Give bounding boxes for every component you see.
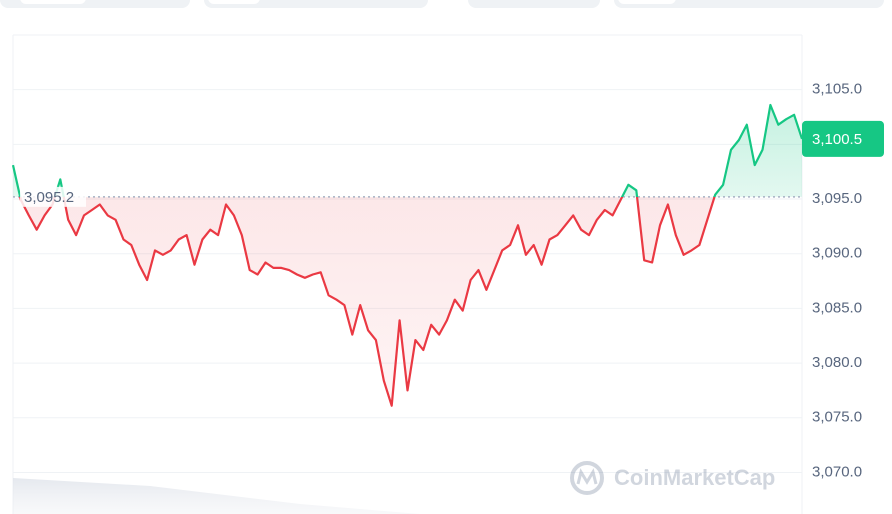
price-area: [13, 105, 802, 406]
baseline-label-bg: [20, 186, 86, 207]
watermark-text: CoinMarketCap: [614, 465, 775, 490]
volume-shade: [13, 478, 420, 514]
tab[interactable]: [204, 0, 428, 8]
y-tick-label: 3,070.0: [812, 463, 862, 480]
baseline-label: 3,095.2: [24, 189, 74, 206]
tab[interactable]: [614, 0, 884, 8]
y-tick-label: 3,105.0: [812, 81, 862, 98]
tab-active[interactable]: [618, 0, 676, 4]
y-tick-label: 3,090.0: [812, 245, 862, 262]
y-tick-label: 3,080.0: [812, 354, 862, 371]
plot: [11, 103, 804, 407]
y-tick-label: 3,085.0: [812, 299, 862, 316]
tab[interactable]: [468, 0, 600, 8]
y-tick-label: 3,095.0: [812, 190, 862, 207]
watermark: CoinMarketCap: [570, 461, 775, 495]
price-line: [11, 103, 804, 407]
tab-active[interactable]: [208, 0, 260, 4]
tab-bar: [0, 0, 884, 8]
labels: 3,070.0 3,075.0 3,080.0 3,085.0 3,090.0 3,095…: [20, 81, 884, 480]
tab-active[interactable]: [20, 0, 86, 4]
current-price-label: 3,100.5: [812, 131, 862, 148]
current-price-badge: [802, 120, 884, 157]
y-tick-label: 3,075.0: [812, 409, 862, 426]
